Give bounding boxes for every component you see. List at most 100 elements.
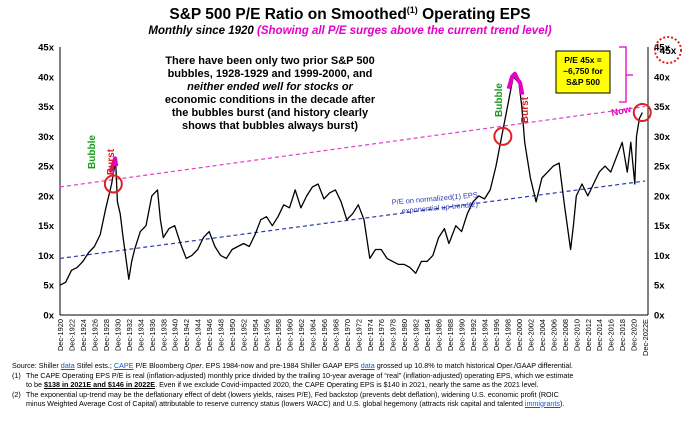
main-annotation-line: bubbles, 1928-1929 and 1999-2000, and [168,68,373,80]
target-box [555,50,611,94]
highlight-circle [103,174,123,194]
now-label: Now [610,104,632,119]
main-annotation-line: shows that bubbles always burst) [182,120,358,132]
target-bracket [619,46,633,103]
main-annotation-line: economic conditions in the decade after [165,94,376,106]
x-tick-label: Dec-1952 [240,319,249,351]
main-annotation-line: There have been only two prior S&P 500 [165,55,374,67]
x-tick-label: Dec-1982 [412,319,421,351]
x-tick-label: Dec-2014 [595,319,604,351]
y-tick-label-right: 20x [654,191,671,202]
x-tick-label: Dec-2022E [641,319,650,356]
target-box-line: P/E 45x = [564,55,602,65]
x-tick-label: Dec-1974 [366,319,375,351]
y-tick-label-left: 15x [38,221,55,232]
y-tick-label-left: 20x [38,191,55,202]
x-tick-label: Dec-1970 [343,319,352,351]
x-tick-label: Dec-2010 [572,319,581,351]
y-tick-label-right: 35x [654,102,671,113]
x-tick-label: Dec-1932 [125,319,134,351]
x-tick-label: Dec-1922 [67,319,76,351]
bubble-2000-segment [506,71,525,95]
x-tick-label: Dec-1978 [389,319,398,351]
x-tick-label: Dec-1948 [217,319,226,351]
x-tick-label: Dec-1966 [320,319,329,351]
trend-line [59,105,646,188]
pe-series-line [59,76,643,286]
x-tick-label: Dec-1980 [400,319,409,351]
x-tick-label: Dec-1950 [228,319,237,351]
y-tick-label-right: 15x [654,221,671,232]
x-tick-label: Dec-2008 [561,319,570,351]
x-tick-label: Dec-1986 [435,319,444,351]
y-tick-label-left: 40x [38,72,55,83]
immigrants-link[interactable]: immigrants [524,398,560,408]
x-tick-label: Dec-1972 [354,319,363,351]
y-tick-label-left: 35x [38,102,55,113]
y-tick-label-left: 45x [38,43,55,54]
x-tick-label: Dec-1936 [148,319,157,351]
y-tick-label-left: 0x [43,311,54,322]
x-tick-label: Dec-2018 [618,319,627,351]
y-tick-label-left: 5x [43,281,54,292]
main-annotation-line: the bubbles burst (and history clearly [172,107,369,119]
main-annotation-line: neither ended well for stocks or [187,81,353,93]
x-tick-label: Dec-1960 [285,319,294,351]
x-tick-label: Dec-2012 [584,319,593,351]
x-tick-label: Dec-1938 [159,319,168,351]
x-tick-label: Dec-1920 [56,319,65,351]
bubble-label-2000: Bubble [494,83,505,117]
target-45x-label: 45x [660,46,677,57]
footer-note-1: (1) The CAPE Operating EPS P/E is real (i… [12,371,574,389]
highlight-circle [632,103,652,123]
x-tick-label: Dec-1994 [481,319,490,351]
burst-label-2000: Burst [520,96,531,123]
x-tick-label: Dec-1998 [503,319,512,351]
x-tick-label: Dec-1956 [263,319,272,351]
shiller-data-link[interactable]: data [60,361,75,370]
chart-subtitle: Monthly since 1920 (Showing all P/E surg… [148,25,552,37]
bubble-1929-segment [108,156,119,173]
y-tick-label-right: 40x [654,72,671,83]
target-box-line: ~6,750 for [563,66,604,76]
x-tick-label: Dec-1942 [182,319,191,351]
x-tick-label: Dec-1934 [136,319,145,351]
bubble-label-1929: Bubble [87,135,98,169]
highlight-circle [493,126,513,146]
x-tick-label: Dec-1990 [458,319,467,351]
x-tick-label: Dec-1976 [377,319,386,351]
burst-label-1929: Burst [106,148,117,175]
target-45x-circle [654,36,682,64]
x-tick-label: Dec-2020 [630,319,639,351]
x-tick-label: Dec-1958 [274,319,283,351]
chart-title: S&P 500 P/E Ratio on Smoothed(1) Operati… [169,5,531,24]
x-tick-label: Dec-1940 [171,319,180,351]
y-tick-label-right: 0x [654,311,665,322]
y-tick-label-right: 5x [654,281,665,292]
y-tick-label-right: 25x [654,162,671,173]
x-tick-label: Dec-1962 [297,319,306,351]
x-tick-label: Dec-1944 [194,319,203,351]
x-tick-label: Dec-2000 [515,319,524,351]
x-tick-label: Dec-1968 [331,319,340,351]
x-tick-label: Dec-1926 [90,319,99,351]
gaap-data-link[interactable]: data [360,361,375,370]
target-box-line: S&P 500 [566,77,600,87]
x-tick-label: Dec-2016 [607,319,616,351]
x-tick-label: Dec-1964 [308,319,317,351]
x-tick-label: Dec-1954 [251,319,260,351]
footer-note-2: (2) The exponential up-trend may be the d… [12,390,565,408]
y-tick-label-right: 10x [654,251,671,262]
y-tick-label-left: 25x [38,162,55,173]
x-tick-label: Dec-1946 [205,319,214,351]
x-tick-label: Dec-1930 [113,319,122,351]
x-tick-label: Dec-1992 [469,319,478,351]
x-tick-label: Dec-1996 [492,319,501,351]
footer-source: Source: Shiller data Stifel ests.; CAPE … [12,361,573,370]
x-tick-label: Dec-1928 [102,319,111,351]
x-tick-label: Dec-1988 [446,319,455,351]
cape-link[interactable]: CAPE [113,361,134,370]
x-tick-label: Dec-1924 [79,319,88,351]
y-tick-label-left: 30x [38,132,55,143]
